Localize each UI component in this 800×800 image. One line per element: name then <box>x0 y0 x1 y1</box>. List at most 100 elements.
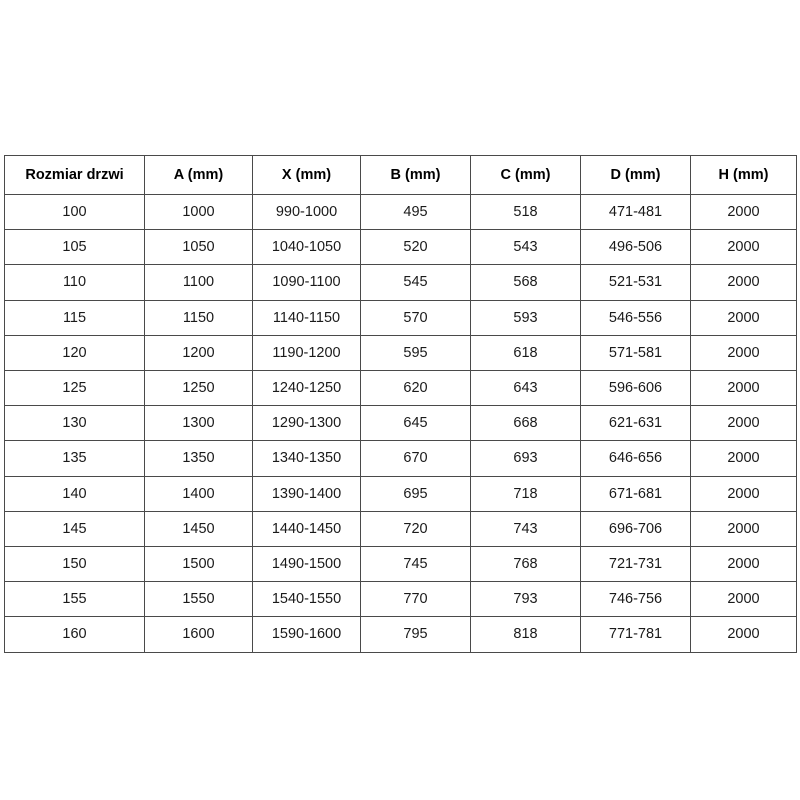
table-cell: 793 <box>470 581 581 618</box>
column-header-d: D (mm) <box>580 155 691 195</box>
table-cell: 1140-1150 <box>252 299 361 336</box>
column-header-b: B (mm) <box>360 155 471 195</box>
door-size-specification-table: Rozmiar drzwi A (mm) X (mm) B (mm) C (mm… <box>4 155 797 653</box>
table-row: 160 1600 1590-1600 795 818 771-781 2000 <box>4 616 797 653</box>
table-cell: 743 <box>470 510 581 548</box>
table-cell: 1050 <box>144 229 253 266</box>
table-cell: 696-706 <box>580 510 691 548</box>
table-cell: 595 <box>360 334 471 372</box>
table-row: 125 1250 1240-1250 620 643 596-606 2000 <box>4 370 797 407</box>
table-cell: 521-531 <box>580 264 691 301</box>
column-header-a: A (mm) <box>144 155 253 195</box>
table-body: 100 1000 990-1000 495 518 471-481 2000 105 1050 1… <box>4 193 797 653</box>
column-header-x: X (mm) <box>252 155 361 195</box>
table-cell: 155 <box>4 581 145 618</box>
table-cell: 645 <box>360 405 471 442</box>
table-header: Rozmiar drzwi A (mm) X (mm) B (mm) C (mm… <box>4 155 797 195</box>
table-row: 120 1200 1190-1200 595 618 571-581 2000 <box>4 334 797 372</box>
table-cell: 618 <box>470 334 581 372</box>
table-cell: 818 <box>470 616 581 653</box>
column-header-c: C (mm) <box>470 155 581 195</box>
table-cell: 1040-1050 <box>252 229 361 266</box>
table-cell: 720 <box>360 510 471 548</box>
table-cell: 771-781 <box>580 616 691 653</box>
table-cell: 2000 <box>690 475 797 512</box>
table-cell: 471-481 <box>580 193 691 231</box>
table-cell: 1190-1200 <box>252 334 361 372</box>
table-cell: 671-681 <box>580 475 691 512</box>
table-cell: 2000 <box>690 299 797 336</box>
table-cell: 120 <box>4 334 145 372</box>
table-cell: 745 <box>360 546 471 583</box>
table-cell: 496-506 <box>580 229 691 266</box>
table-cell: 130 <box>4 405 145 442</box>
table-cell: 596-606 <box>580 370 691 407</box>
table-cell: 568 <box>470 264 581 301</box>
table-row: 105 1050 1040-1050 520 543 496-506 2000 <box>4 229 797 266</box>
table-cell: 1300 <box>144 405 253 442</box>
table-cell: 545 <box>360 264 471 301</box>
table-cell: 495 <box>360 193 471 231</box>
table-cell: 1340-1350 <box>252 440 361 477</box>
table-row: 140 1400 1390-1400 695 718 671-681 2000 <box>4 475 797 512</box>
table-cell: 2000 <box>690 440 797 477</box>
table-cell: 621-631 <box>580 405 691 442</box>
table-row: 115 1150 1140-1150 570 593 546-556 2000 <box>4 299 797 336</box>
table-cell: 2000 <box>690 334 797 372</box>
table-row: 130 1300 1290-1300 645 668 621-631 2000 <box>4 405 797 442</box>
table-cell: 2000 <box>690 229 797 266</box>
table-cell: 150 <box>4 546 145 583</box>
table-cell: 593 <box>470 299 581 336</box>
table-cell: 1500 <box>144 546 253 583</box>
table-row: 155 1550 1540-1550 770 793 746-756 2000 <box>4 581 797 618</box>
table-cell: 2000 <box>690 616 797 653</box>
table-cell: 1600 <box>144 616 253 653</box>
table-cell: 1450 <box>144 510 253 548</box>
table-row: 135 1350 1340-1350 670 693 646-656 2000 <box>4 440 797 477</box>
table-cell: 110 <box>4 264 145 301</box>
table-row: 145 1450 1440-1450 720 743 696-706 2000 <box>4 510 797 548</box>
table-cell: 768 <box>470 546 581 583</box>
table-cell: 746-756 <box>580 581 691 618</box>
table-cell: 1240-1250 <box>252 370 361 407</box>
table-cell: 2000 <box>690 546 797 583</box>
table-cell: 1540-1550 <box>252 581 361 618</box>
table-cell: 1150 <box>144 299 253 336</box>
table-cell: 160 <box>4 616 145 653</box>
table-cell: 2000 <box>690 370 797 407</box>
table-cell: 2000 <box>690 510 797 548</box>
table-cell: 1350 <box>144 440 253 477</box>
column-header-rozmiar-drzwi: Rozmiar drzwi <box>4 155 145 195</box>
table-cell: 105 <box>4 229 145 266</box>
table-cell: 546-556 <box>580 299 691 336</box>
table-cell: 2000 <box>690 581 797 618</box>
table-cell: 990-1000 <box>252 193 361 231</box>
table-cell: 620 <box>360 370 471 407</box>
table-cell: 1250 <box>144 370 253 407</box>
table-cell: 1400 <box>144 475 253 512</box>
table-cell: 1200 <box>144 334 253 372</box>
table-cell: 718 <box>470 475 581 512</box>
table-cell: 145 <box>4 510 145 548</box>
table-cell: 695 <box>360 475 471 512</box>
table-cell: 1440-1450 <box>252 510 361 548</box>
table-cell: 115 <box>4 299 145 336</box>
table-cell: 643 <box>470 370 581 407</box>
table-row: 110 1100 1090-1100 545 568 521-531 2000 <box>4 264 797 301</box>
table-cell: 570 <box>360 299 471 336</box>
table-cell: 770 <box>360 581 471 618</box>
table-cell: 1490-1500 <box>252 546 361 583</box>
table-cell: 2000 <box>690 264 797 301</box>
table-cell: 670 <box>360 440 471 477</box>
table-cell: 1290-1300 <box>252 405 361 442</box>
table-cell: 1000 <box>144 193 253 231</box>
table-cell: 100 <box>4 193 145 231</box>
table-cell: 518 <box>470 193 581 231</box>
table-cell: 1550 <box>144 581 253 618</box>
table-cell: 543 <box>470 229 581 266</box>
column-header-h: H (mm) <box>690 155 797 195</box>
table-cell: 1390-1400 <box>252 475 361 512</box>
table-cell: 721-731 <box>580 546 691 583</box>
table-cell: 646-656 <box>580 440 691 477</box>
